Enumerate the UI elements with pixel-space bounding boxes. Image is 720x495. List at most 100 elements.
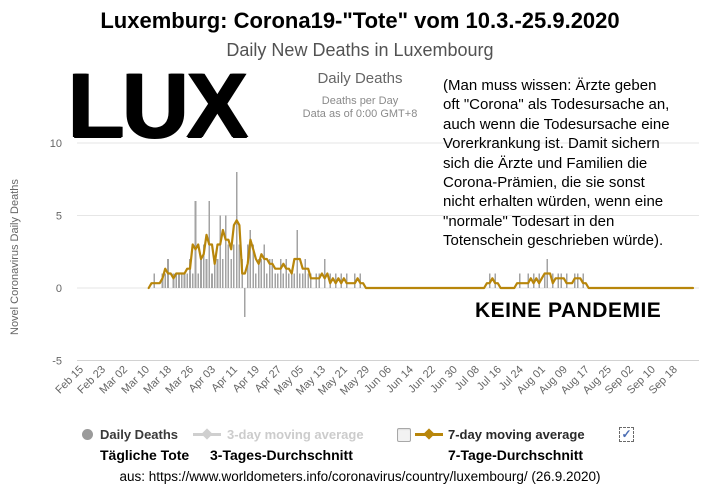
daily-deaths-bar[interactable] — [175, 273, 178, 289]
daily-deaths-bar[interactable] — [340, 273, 342, 289]
daily-deaths-bar[interactable] — [560, 273, 562, 289]
legend-3day-average[interactable]: 3-day moving average — [227, 427, 364, 442]
daily-deaths-bar[interactable] — [164, 273, 167, 289]
page-subtitle: Daily New Deaths in Luxembourg — [226, 40, 494, 60]
legend-7day-average-de: 7-Tage-Durchschnitt — [448, 447, 584, 463]
daily-deaths-bar[interactable] — [334, 273, 337, 289]
daily-deaths-bar[interactable] — [266, 273, 268, 289]
daily-deaths-bar[interactable] — [285, 259, 287, 288]
daily-deaths-bar[interactable] — [255, 273, 257, 289]
daily-deaths-bar[interactable] — [233, 244, 235, 289]
daily-deaths-bar[interactable] — [494, 273, 496, 289]
daily-deaths-bar[interactable] — [268, 259, 271, 288]
daily-deaths-bar[interactable] — [189, 259, 191, 288]
y-tick-label: -5 — [52, 356, 62, 368]
daily-deaths-bar[interactable] — [271, 259, 274, 288]
daily-deaths-bar[interactable] — [197, 273, 200, 289]
daily-deaths-bar[interactable] — [282, 273, 285, 289]
daily-deaths-bar[interactable] — [244, 288, 246, 317]
daily-deaths-bar[interactable] — [288, 273, 290, 289]
daily-deaths-bar[interactable] — [532, 273, 535, 289]
daily-deaths-bar[interactable] — [538, 273, 540, 289]
daily-deaths-bar[interactable] — [222, 259, 224, 288]
daily-deaths-bar[interactable] — [230, 259, 232, 288]
daily-deaths-bar[interactable] — [488, 273, 491, 289]
daily-deaths-bar[interactable] — [216, 259, 219, 288]
daily-deaths-bar[interactable] — [293, 273, 296, 289]
daily-deaths-bar[interactable] — [257, 259, 260, 288]
daily-deaths-bar[interactable] — [519, 273, 521, 289]
daily-deaths-bar[interactable] — [323, 259, 326, 288]
daily-deaths-bar[interactable] — [290, 273, 293, 289]
annotation-line: "normale" Todesart in den — [443, 212, 615, 230]
daily-deaths-bar[interactable] — [277, 273, 279, 289]
daily-deaths-bar[interactable] — [359, 273, 362, 289]
daily-deaths-bar[interactable] — [172, 273, 175, 289]
keine-pandemie-text: KEINE PANDEMIE — [475, 299, 662, 322]
chart-title: Daily Deaths — [317, 70, 403, 87]
daily-deaths-bar[interactable] — [354, 273, 356, 289]
daily-deaths-bar[interactable] — [310, 273, 312, 289]
daily-deaths-bar[interactable] — [183, 273, 186, 289]
daily-deaths-bar[interactable] — [527, 273, 529, 289]
annotation-line: sich die Ärzte und Familien die — [443, 154, 648, 172]
annotation-line: nicht erhalten würden, wenn eine — [443, 193, 664, 211]
daily-deaths-bar[interactable] — [315, 273, 318, 289]
daily-deaths-bar[interactable] — [263, 244, 265, 289]
daily-deaths-bar[interactable] — [213, 259, 216, 288]
lux-watermark: LUX — [68, 55, 248, 157]
page-title: Luxemburg: Corona19-"Tote" vom 10.3.-25.… — [100, 8, 620, 33]
daily-deaths-bar[interactable] — [235, 172, 238, 288]
daily-deaths-bar[interactable] — [260, 259, 263, 288]
annotation-line: Corona-Prämien, die sie sonst — [443, 174, 645, 192]
daily-deaths-bar[interactable] — [153, 273, 156, 289]
avg7-line[interactable] — [147, 219, 695, 290]
annotation-line: auch wenn die Todesursache eine — [443, 115, 670, 133]
daily-deaths-bar[interactable] — [543, 273, 546, 289]
daily-deaths-bar[interactable] — [304, 259, 307, 288]
daily-deaths-bar[interactable] — [161, 273, 164, 289]
daily-deaths-bar[interactable] — [307, 273, 309, 289]
daily-deaths-bar[interactable] — [194, 201, 197, 288]
chart-subtitle-deaths-per-day: Deaths per Day — [321, 95, 399, 107]
daily-deaths-bar[interactable] — [238, 244, 241, 289]
legend-3day-average-de: 3-Tages-Durchschnitt — [210, 447, 353, 463]
annotation-line: Vorerkrankung ist. Damit sichern — [443, 135, 660, 153]
checkbox-checked[interactable]: ✓ — [619, 427, 634, 442]
daily-deaths-bar[interactable] — [574, 273, 576, 289]
daily-deaths-bar[interactable] — [186, 273, 189, 289]
daily-deaths-bar[interactable] — [301, 273, 304, 289]
daily-deaths-bar[interactable] — [557, 273, 560, 289]
daily-deaths-bar[interactable] — [227, 244, 230, 289]
daily-deaths-bar[interactable] — [249, 230, 252, 288]
daily-deaths-bar[interactable] — [274, 273, 276, 289]
daily-deaths-bar[interactable] — [224, 215, 227, 289]
daily-deaths-bar[interactable] — [202, 244, 205, 289]
daily-deaths-bar[interactable] — [200, 259, 202, 288]
annotation-text: (Man muss wissen: Ärzte geben oft "Coron… — [443, 76, 717, 251]
avg3-marker-icon — [193, 428, 221, 440]
source-url: aus: https://www.worldometers.info/coron… — [119, 469, 601, 484]
daily-deaths-bar[interactable] — [345, 273, 348, 289]
daily-deaths-bar[interactable] — [565, 273, 568, 289]
daily-deaths-bar[interactable] — [178, 273, 180, 289]
daily-deaths-bar[interactable] — [219, 215, 221, 289]
daily-deaths-bar[interactable] — [318, 273, 320, 289]
legend-7day-average[interactable]: 7-day moving average — [448, 427, 585, 442]
daily-deaths-bar[interactable] — [211, 273, 213, 289]
daily-deaths-bar[interactable] — [279, 259, 282, 288]
legend-daily-deaths-de: Tägliche Tote — [100, 447, 190, 463]
avg7-marker-icon — [415, 428, 443, 440]
daily-deaths-bar[interactable] — [582, 273, 584, 289]
y-tick-label: 5 — [56, 211, 62, 223]
daily-deaths-bar[interactable] — [576, 273, 579, 289]
annotation-line: (Man muss wissen: Ärzte geben — [443, 77, 657, 94]
daily-deaths-bar[interactable] — [205, 259, 208, 288]
avg7-checkbox-unchecked[interactable] — [397, 428, 411, 442]
legend-daily-deaths[interactable]: Daily Deaths — [100, 427, 179, 442]
daily-deaths-bar[interactable] — [252, 244, 254, 289]
daily-deaths-bar[interactable] — [299, 273, 301, 289]
daily-deaths-bar[interactable] — [191, 273, 194, 289]
daily-deaths-bar[interactable] — [180, 273, 183, 289]
